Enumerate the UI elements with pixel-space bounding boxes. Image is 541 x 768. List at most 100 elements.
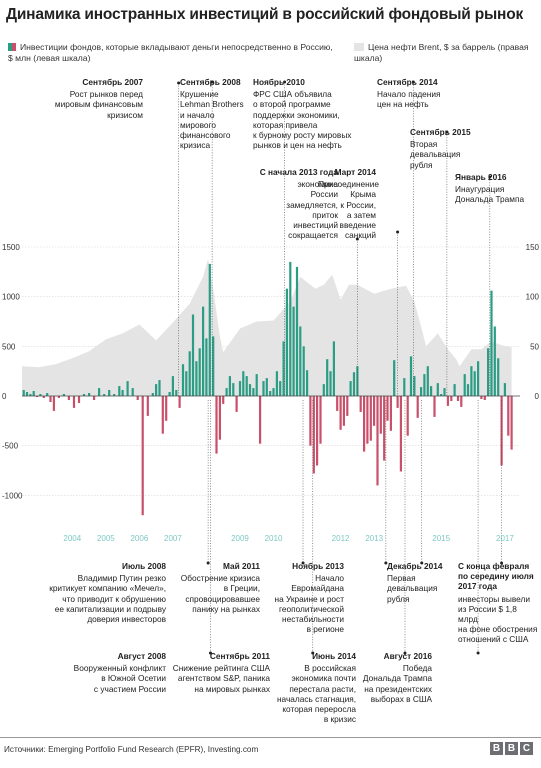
annotation-date: Май 2011 <box>222 561 260 571</box>
annotation-text-line: рынков и цен на нефть <box>253 140 342 151</box>
annotation-sep-2011: Сентябрь 2011 Снижение рейтинга США агентс… <box>160 651 270 694</box>
outflow-bar <box>386 396 389 421</box>
outflow-bar <box>507 396 510 436</box>
inflow-bar <box>279 381 282 396</box>
outflow-bar <box>52 396 55 411</box>
annotation-text-line: о второй программе <box>253 99 331 110</box>
inflow-bar <box>356 366 359 396</box>
annotation-text-line: инвесторы вывели <box>458 593 530 604</box>
inflow-bar <box>426 366 429 396</box>
year-label: 2005 <box>97 534 115 543</box>
bbc-logo-block: B <box>490 742 503 755</box>
outflow-bar <box>136 396 139 400</box>
inflow-bar <box>121 390 124 396</box>
inflow-bar <box>430 386 433 396</box>
annotation-date: Сентябрь 2015 <box>410 127 471 137</box>
annotation-text-line: выборах в США <box>370 693 432 704</box>
annotation-jun-2014: Июнь 2014 В российская экономика почти пере… <box>274 651 356 724</box>
annotation-text-line: в регионе <box>306 624 344 635</box>
left-axis-tick-label: -1000 <box>2 491 23 500</box>
inflow-bar <box>29 394 32 396</box>
annotation-text-line: Обострение кризиса <box>180 573 260 584</box>
annotation-date: Сентябрь 2011 <box>209 651 270 661</box>
annotation-sep-2015: Сентябрь 2015 Вторая девальвация рубля <box>410 127 500 170</box>
right-axis-tick-label: 0 <box>535 392 540 401</box>
inflow-bar <box>103 394 106 396</box>
annotation-text-line: Вторая <box>410 139 438 150</box>
legend-oil-label: Цена нефти Brent, $ за баррель (правая ш… <box>354 42 529 63</box>
annotation-text-line: кризисом <box>107 109 143 120</box>
inflow-bar <box>126 381 129 396</box>
annotation-text-line: и начало <box>180 109 215 120</box>
outflow-bar <box>416 396 419 418</box>
annotation-date: Сентябрь 2007 <box>82 77 143 87</box>
inflow-bar <box>420 387 423 396</box>
inflow-bar <box>252 388 255 396</box>
outflow-bar <box>77 396 81 403</box>
right-axis-tick-label: 50 <box>530 342 539 351</box>
oil-price-area <box>22 258 512 396</box>
year-label: 2007 <box>164 534 182 543</box>
outflow-bar <box>312 396 315 474</box>
annotation-text-line: ФРС США объявила <box>253 89 332 100</box>
inflow-bar <box>181 364 185 396</box>
year-label: 2010 <box>265 534 283 543</box>
outflow-bar <box>373 396 376 426</box>
inflow-bar <box>108 390 111 396</box>
outflow-bar <box>342 396 345 426</box>
legend-swatch-inflow <box>8 43 12 51</box>
inflow-bar <box>22 390 25 396</box>
annotation-text-line: критикует компанию «Мечел», <box>49 583 166 594</box>
outflow-bar <box>363 396 366 452</box>
annotation-text-line: с участием России <box>93 683 166 694</box>
inflow-bar <box>299 326 302 396</box>
left-axis-tick-label: 1500 <box>2 243 20 252</box>
outflow-bar <box>93 396 96 400</box>
leader-dot <box>384 561 388 565</box>
outflow-bar <box>309 396 312 446</box>
year-label: 2009 <box>231 534 249 543</box>
annotation-text-line: Дональда Трампа <box>362 673 432 684</box>
outflow-bar <box>359 396 362 412</box>
outflow-bar <box>369 396 372 441</box>
inflow-bar <box>473 371 476 396</box>
inflow-bar <box>306 370 309 396</box>
inflow-bar <box>248 384 252 396</box>
inflow-bar <box>46 393 49 396</box>
inflow-bar <box>453 384 456 396</box>
annotation-dec-2014: Декабрь 2014 Первая девальвация рубля <box>387 561 467 604</box>
outflow-bar <box>42 396 45 398</box>
outflow-bar <box>36 396 39 397</box>
annotation-text-line: Присоединение <box>318 179 380 190</box>
annotation-text-line: что приводит к обрушению <box>62 593 166 604</box>
outflow-bar <box>446 396 449 406</box>
annotation-text-line: на Украине и рост <box>274 593 344 604</box>
annotation-sep-2008: Сентябрь 2008 Крушение Lehman Brothers и на… <box>180 77 260 150</box>
outflow-bar <box>49 396 52 402</box>
annotation-text-line: замедляется, <box>286 199 338 210</box>
inflow-bar <box>155 384 158 396</box>
inflow-bar <box>413 376 416 396</box>
annotation-text-line: Дональда Трампа <box>455 194 525 205</box>
inflow-bar <box>487 348 490 396</box>
inflow-bar <box>302 346 305 396</box>
annotation-date: Август 2008 <box>117 651 166 661</box>
outflow-bar <box>389 396 392 431</box>
annotation-text-line: которая переросла <box>282 704 356 715</box>
outflow-bar <box>316 396 319 466</box>
inflow-bar <box>349 381 352 396</box>
inflow-bar <box>329 371 332 396</box>
annotation-text-line: к бурному росту мировых <box>253 130 352 141</box>
inflow-bar <box>409 356 413 396</box>
outflow-bar <box>433 396 436 417</box>
outflow-bar <box>161 396 164 434</box>
inflow-bar <box>423 374 426 396</box>
annotation-date: Март 2014 <box>334 167 376 177</box>
source-note: Источники: Emerging Portfolio Fund Resea… <box>4 745 259 754</box>
outflow-bar <box>146 396 149 416</box>
year-label: 2017 <box>496 534 514 543</box>
annotation-text-line: из России $ 1,8 млрд <box>458 603 517 625</box>
inflow-bar <box>295 266 299 396</box>
inflow-bar <box>185 371 188 396</box>
inflow-bar <box>191 314 195 396</box>
